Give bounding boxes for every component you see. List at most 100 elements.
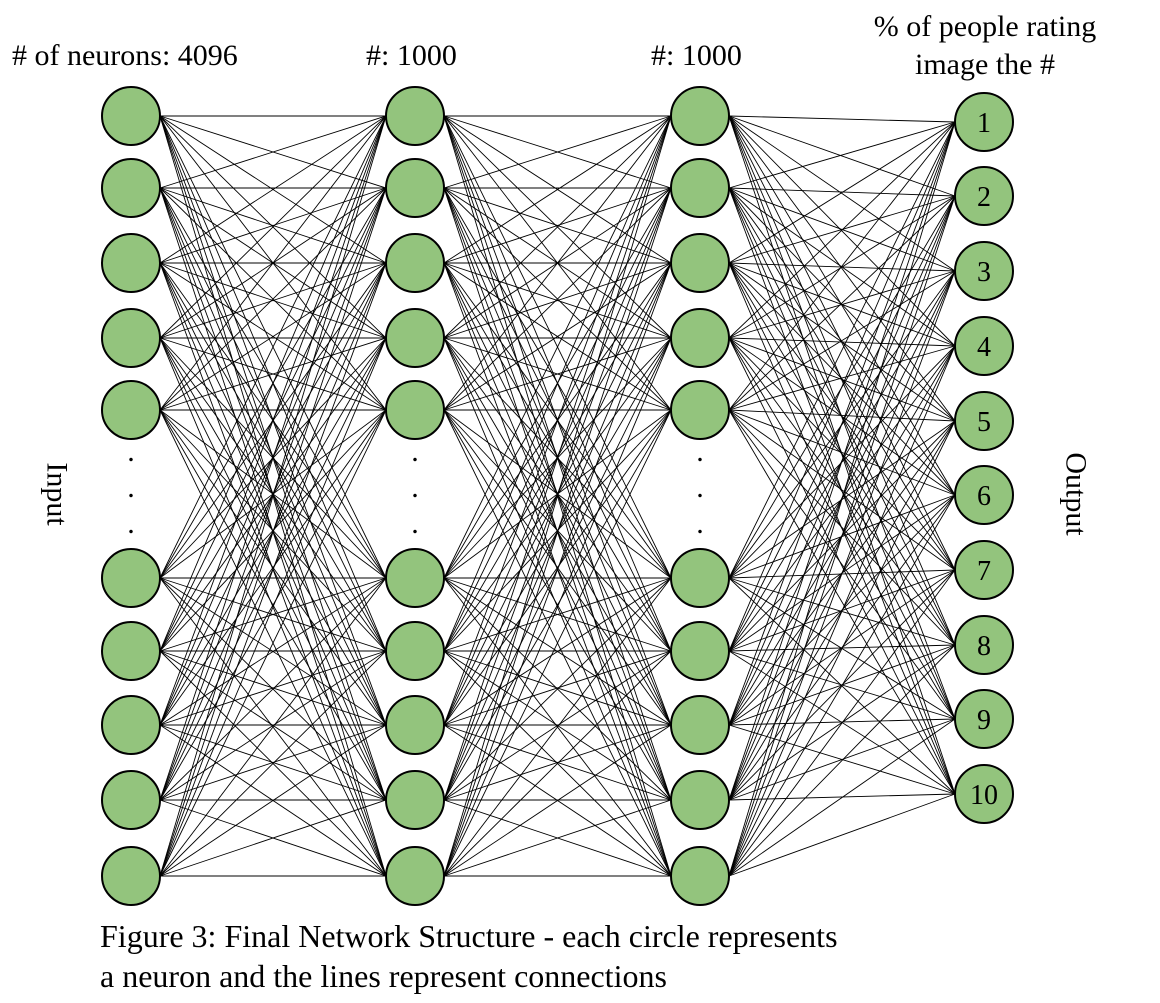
output-neuron-label: 5 [977,407,991,438]
connection-line [443,337,672,411]
connection-line [728,115,956,571]
connection-line [159,115,387,264]
input-layer-title: # of neurons: 4096 [12,39,238,72]
connection-line [443,115,672,339]
neuron-layer-1 [101,86,161,146]
output-neuron [954,166,1014,226]
connection-line [728,337,956,720]
output-neuron-label: 7 [977,556,991,587]
connection-line [443,409,672,726]
neuron-layer-2 [385,233,445,293]
connection-line [443,187,672,801]
connection-line [443,187,672,877]
connection-line [728,420,956,877]
connection-line [443,724,672,801]
ellipsis-dot: . [411,435,419,468]
connection-line [728,644,956,877]
ellipsis-dot: . [696,435,704,468]
connection-line [443,187,672,411]
connection-line [728,409,956,646]
connection-line [728,345,956,877]
neuron-layer-1 [101,308,161,368]
connection-line [159,115,387,877]
hidden-layer-1-title: #: 1000 [366,39,457,72]
connection-line [159,115,387,652]
caption-line-1: Figure 3: Final Network Structure - each… [100,918,838,954]
output-neuron-label: 3 [977,257,991,288]
output-neuron [954,689,1014,749]
connection-line [728,337,956,496]
neuron-layer-1 [101,233,161,293]
neuron-layer-3 [670,380,730,440]
connection-line [159,337,387,877]
connection-line [159,650,387,877]
connection-line [728,121,956,579]
connection-line [728,121,956,877]
connection-line [159,115,387,339]
connection-line [443,262,672,877]
connection-line [159,115,387,801]
output-title-line-1: % of people rating [873,10,1097,43]
connection-line [443,650,672,726]
connection-line [443,115,672,726]
connection-line [728,121,956,264]
connection-line [159,577,387,801]
connection-line [443,115,672,652]
hidden-layer-2-title: #: 1000 [651,39,742,72]
connection-line [159,650,387,801]
connection-line [159,724,387,801]
connection-line [728,115,956,272]
connection-line [443,409,672,801]
output-neuron-label: 9 [977,705,991,736]
connection-line [443,724,672,877]
output-neuron [954,615,1014,675]
connection-line [159,262,387,877]
output-neuron-label: 8 [977,631,991,662]
output-neuron [954,465,1014,525]
connection-line [728,409,956,422]
connection-line [728,337,956,795]
connection-line [159,115,387,726]
output-neuron [954,316,1014,376]
neuron-layer-3 [670,846,730,906]
output-neuron [954,92,1014,152]
ellipsis-dot: . [696,507,704,540]
ellipsis-dot: . [127,471,135,504]
connection-line [159,724,387,877]
output-neuron [954,764,1014,824]
connection-line [728,337,956,347]
connection-line [728,494,956,877]
connection-line [728,270,956,877]
neuron-layer-3 [670,308,730,368]
neuron-layer-1 [101,158,161,218]
connection-line [728,115,956,646]
connection-line [159,115,387,411]
connection-line [159,187,387,411]
connection-line [728,115,956,197]
connection-line [443,187,672,726]
connection-line [443,115,672,579]
output-neuron [954,540,1014,600]
connection-line [728,195,956,877]
connection-line [728,409,956,720]
output-side-label: Output [1059,452,1093,536]
connection-line [443,187,672,264]
connection-line [159,187,387,726]
connection-line [159,262,387,411]
connection-line [728,121,956,411]
connection-line [159,577,387,726]
connection-line [728,793,956,877]
connection-line [159,115,387,579]
connection-line [159,799,387,877]
ellipsis-dot: . [411,471,419,504]
connection-line [728,121,956,726]
connection-line [443,337,672,877]
connection-line [159,262,387,339]
neuron-layer-3 [670,695,730,755]
caption-line-2: a neuron and the lines represent connect… [100,958,667,994]
neuron-layer-2 [385,695,445,755]
ellipsis-dot: . [696,471,704,504]
neurons: 1 2 3 4 5 6 7 8 9 10 [101,86,1014,906]
connection-line [159,409,387,877]
